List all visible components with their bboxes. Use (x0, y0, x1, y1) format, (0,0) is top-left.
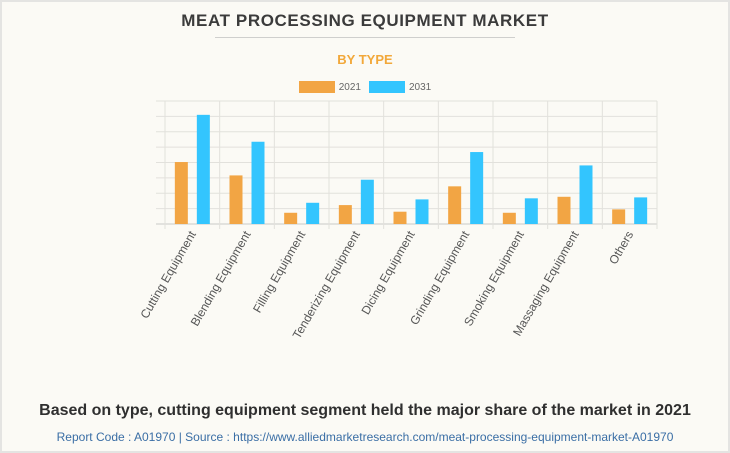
legend-swatch-2021 (298, 81, 335, 93)
bar-2021-cutting-equipment (174, 162, 188, 224)
bar-2031-blending-equipment (251, 141, 265, 224)
x-tick-label: Blending Equipment (188, 228, 254, 329)
bar-2021-tenderizing-equipment (338, 205, 352, 224)
legend-swatch-2031 (369, 81, 405, 93)
x-tick-label: Filling Equipment (250, 228, 308, 315)
x-tick-label: Smoking Equipment (461, 228, 527, 329)
bar-2031-filling-equipment (306, 202, 320, 224)
source-line[interactable]: Report Code : A01970 | Source : https://… (56, 430, 674, 444)
x-tick-label: Cutting Equipment (137, 228, 199, 321)
bar-2021-blending-equipment (229, 175, 243, 224)
bar-2031-grinding-equipment (470, 152, 484, 224)
legend-item-2021[interactable]: 2021 (298, 81, 361, 93)
legend-label-2021: 2021 (338, 81, 361, 93)
bar-2031-tenderizing-equipment (360, 179, 374, 224)
bar-2031-dicing-equipment (415, 199, 429, 224)
legend: 2021 2031 (2, 81, 728, 93)
bar-2031-massaging-equipment (579, 165, 593, 224)
legend-label-2031: 2031 (409, 81, 432, 93)
x-tick-label: Grinding Equipment (407, 228, 472, 327)
title-divider (215, 37, 515, 38)
bar-2021-grinding-equipment (448, 186, 462, 224)
chart-caption: Based on type, cutting equipment segment… (39, 402, 691, 419)
x-tick-label: Others (606, 229, 636, 267)
bar-2021-massaging-equipment (557, 196, 571, 224)
bar-2031-cutting-equipment (196, 114, 210, 224)
bar-2031-others (634, 197, 648, 224)
legend-item-2031[interactable]: 2031 (369, 81, 431, 93)
bar-2031-smoking-equipment (524, 198, 538, 224)
chart-subtitle: BY TYPE (337, 52, 393, 67)
chart-title: MEAT PROCESSING EQUIPMENT MARKET (181, 11, 549, 30)
bar-2021-dicing-equipment (393, 211, 407, 224)
x-tick-label: Dicing Equipment (358, 228, 417, 317)
bar-2021-smoking-equipment (502, 212, 516, 224)
bar-2021-others (612, 209, 626, 224)
bar-2021-filling-equipment (284, 212, 298, 224)
